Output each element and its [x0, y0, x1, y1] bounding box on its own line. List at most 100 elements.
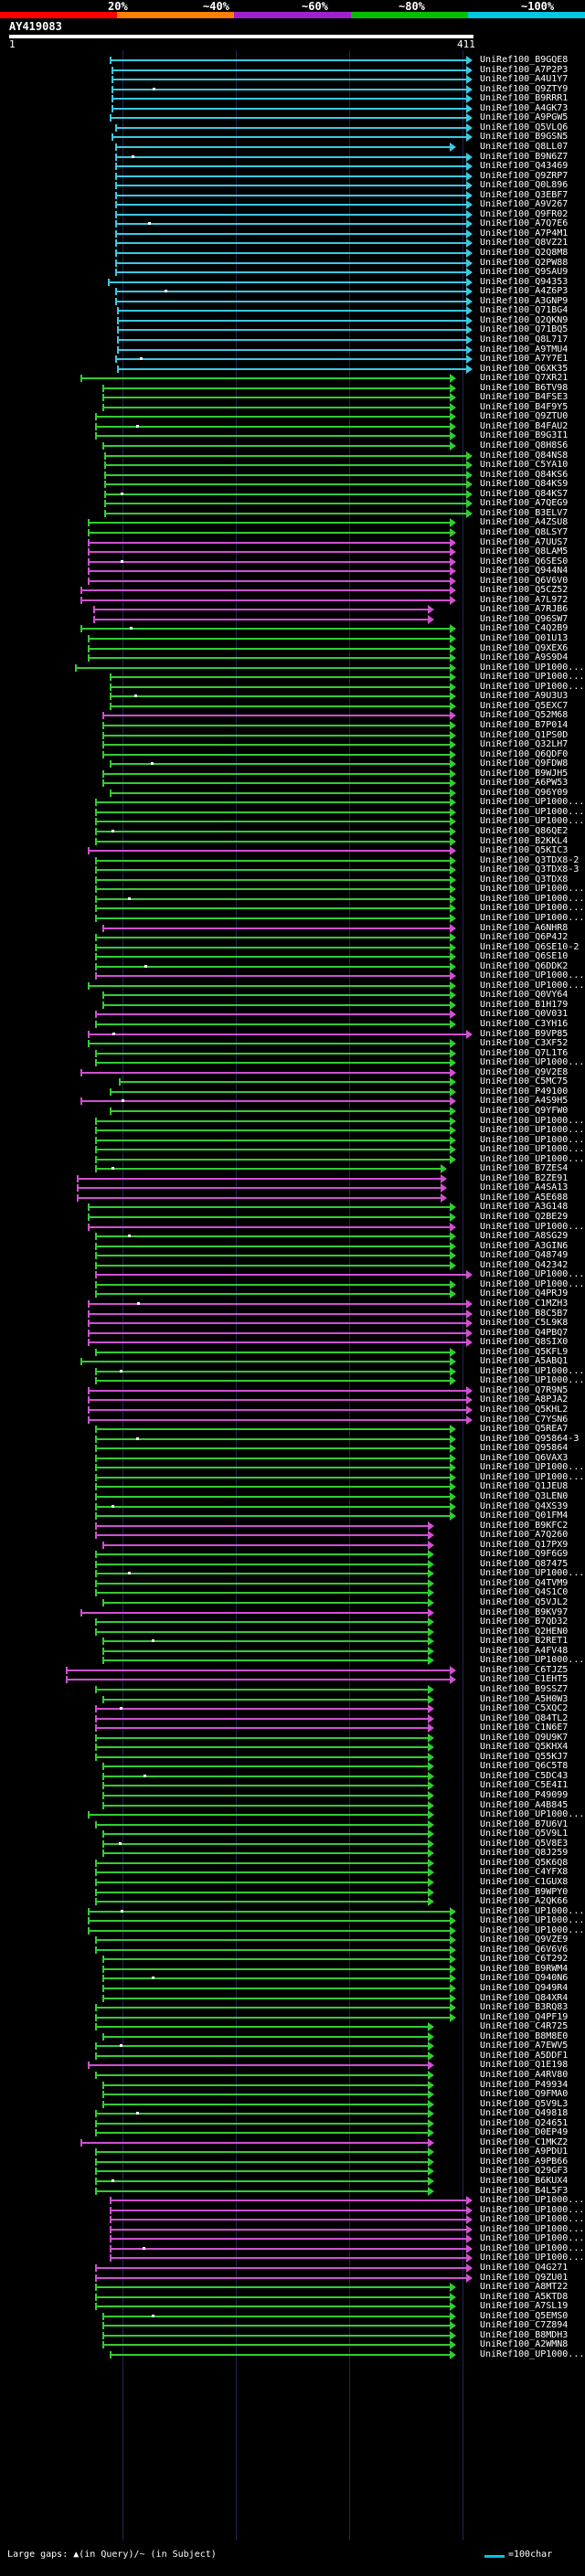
hit-label[interactable]: UniRef100_A4ZSU8 [480, 517, 569, 528]
hit-row[interactable]: UniRef100_C5DC43 [0, 1771, 585, 1782]
hit-label[interactable]: UniRef100_Q7R9N5 [480, 1384, 569, 1395]
hit-label[interactable]: UniRef100_Q2BE29 [480, 1212, 569, 1222]
hit-label[interactable]: UniRef100_C3YH16 [480, 1019, 569, 1029]
hit-label[interactable]: UniRef100_UP1000... [480, 884, 585, 895]
hit-row[interactable]: UniRef100_Q8LAM5 [0, 546, 585, 557]
hit-row[interactable]: UniRef100_Q6VAX3 [0, 1453, 585, 1464]
hit-label[interactable]: UniRef100_B8M8E0 [480, 2030, 569, 2041]
hit-label[interactable]: UniRef100_B7P014 [480, 719, 569, 730]
hit-label[interactable]: UniRef100_UP1000... [480, 681, 585, 692]
hit-row[interactable]: UniRef100_C1EHT5 [0, 1674, 585, 1685]
hit-row[interactable]: UniRef100_UP1000... [0, 672, 585, 683]
hit-label[interactable]: UniRef100_A5ABQ1 [480, 1356, 569, 1367]
hit-row[interactable]: UniRef100_Q9FMA0 [0, 2089, 585, 2100]
hit-row[interactable]: UniRef100_Q3TDX8-3 [0, 864, 585, 875]
hit-label[interactable]: UniRef100_C4Q2B9 [480, 623, 569, 634]
hit-label[interactable]: UniRef100_B4FSE3 [480, 392, 569, 403]
hit-row[interactable]: UniRef100_UP1000... [0, 884, 585, 895]
hit-row[interactable]: UniRef100_A4SA13 [0, 1182, 585, 1193]
hit-label[interactable]: UniRef100_Q9SAU9 [480, 267, 569, 278]
hit-label[interactable]: UniRef100_Q6V6V6 [480, 1944, 569, 1955]
hit-label[interactable]: UniRef100_Q86QE2 [480, 826, 569, 836]
hit-row[interactable]: UniRef100_Q2HEN0 [0, 1627, 585, 1638]
hit-label[interactable]: UniRef100_A3GIN6 [480, 1240, 569, 1251]
hit-label[interactable]: UniRef100_A7UUS7 [480, 536, 569, 547]
hit-label[interactable]: UniRef100_Q42342 [480, 1259, 569, 1270]
hit-label[interactable]: UniRef100_P49100 [480, 1086, 569, 1097]
hit-label[interactable]: UniRef100_Q4PRJ9 [480, 1288, 569, 1299]
hit-label[interactable]: UniRef100_A9TMU4 [480, 344, 569, 355]
hit-label[interactable]: UniRef100_Q01FM4 [480, 1511, 569, 1521]
hit-label[interactable]: UniRef100_C5E4I1 [480, 1780, 569, 1791]
hit-row[interactable]: UniRef100_UP1000... [0, 1462, 585, 1473]
hit-label[interactable]: UniRef100_Q9FR02 [480, 208, 569, 219]
hit-row[interactable]: UniRef100_A5H0W3 [0, 1694, 585, 1705]
hit-row[interactable]: UniRef100_A2QK66 [0, 1896, 585, 1907]
hit-label[interactable]: UniRef100_B6TV98 [480, 382, 569, 393]
hit-label[interactable]: UniRef100_UP1000... [480, 2195, 585, 2206]
hit-label[interactable]: UniRef100_P49934 [480, 2079, 569, 2090]
hit-label[interactable]: UniRef100_Q8SIX0 [480, 1337, 569, 1348]
hit-label[interactable]: UniRef100_Q49818 [480, 2108, 569, 2119]
hit-row[interactable]: UniRef100_Q1JEU8 [0, 1481, 585, 1492]
hit-row[interactable]: UniRef100_B6KUX4 [0, 2176, 585, 2187]
hit-row[interactable]: UniRef100_UP1000... [0, 1906, 585, 1917]
hit-label[interactable]: UniRef100_UP1000... [480, 662, 585, 673]
hit-row[interactable]: UniRef100_A7RJB6 [0, 604, 585, 615]
hit-row[interactable]: UniRef100_Q6V6V0 [0, 576, 585, 587]
hit-row[interactable]: UniRef100_Q8LL07 [0, 142, 585, 153]
hit-row[interactable]: UniRef100_Q0V031 [0, 1009, 585, 1020]
hit-label[interactable]: UniRef100_UP1000... [480, 2348, 585, 2359]
hit-label[interactable]: UniRef100_Q01U13 [480, 633, 569, 643]
hit-label[interactable]: UniRef100_A8SG29 [480, 1231, 569, 1242]
hit-row[interactable]: UniRef100_UP1000... [0, 1154, 585, 1165]
hit-row[interactable]: UniRef100_B4FSE3 [0, 392, 585, 403]
hit-row[interactable]: UniRef100_B4L5F3 [0, 2186, 585, 2197]
hit-row[interactable]: UniRef100_C6T292 [0, 1954, 585, 1965]
hit-label[interactable]: UniRef100_Q9FDW8 [480, 758, 569, 769]
hit-row[interactable]: UniRef100_UP1000... [0, 1809, 585, 1820]
hit-label[interactable]: UniRef100_C7YSN6 [480, 1414, 569, 1425]
hit-row[interactable]: UniRef100_Q2QKN9 [0, 315, 585, 326]
hit-row[interactable]: UniRef100_A4ZSU8 [0, 517, 585, 528]
hit-label[interactable]: UniRef100_B9GSN5 [480, 132, 569, 143]
hit-row[interactable]: UniRef100_B9RWM4 [0, 1964, 585, 1975]
hit-row[interactable]: UniRef100_UP1000... [0, 1144, 585, 1155]
hit-label[interactable]: UniRef100_Q48749 [480, 1250, 569, 1261]
hit-label[interactable]: UniRef100_C1N6E7 [480, 1723, 569, 1733]
hit-row[interactable]: UniRef100_B9GSN5 [0, 132, 585, 143]
hit-row[interactable]: UniRef100_Q0VY64 [0, 990, 585, 1001]
hit-label[interactable]: UniRef100_A5H0W3 [480, 1693, 569, 1704]
hit-row[interactable]: UniRef100_C7Z894 [0, 2320, 585, 2331]
hit-row[interactable]: UniRef100_B8C5B7 [0, 1309, 585, 1320]
hit-row[interactable]: UniRef100_B9WPY0 [0, 1887, 585, 1898]
hit-label[interactable]: UniRef100_A4Z6P3 [480, 286, 569, 297]
hit-row[interactable]: UniRef100_Q1PS0D [0, 730, 585, 741]
hit-label[interactable]: UniRef100_C3XF52 [480, 1038, 569, 1049]
hit-label[interactable]: UniRef100_Q9XEX6 [480, 642, 569, 653]
hit-row[interactable]: UniRef100_Q7XR21 [0, 373, 585, 384]
hit-row[interactable]: UniRef100_UP1000... [0, 2253, 585, 2263]
hit-row[interactable]: UniRef100_UP1000... [0, 1116, 585, 1127]
hit-label[interactable]: UniRef100_Q24651 [480, 2117, 569, 2128]
hit-label[interactable]: UniRef100_A6PW53 [480, 778, 569, 789]
hit-row[interactable]: UniRef100_Q49818 [0, 2108, 585, 2119]
hit-label[interactable]: UniRef100_Q5KHX4 [480, 1742, 569, 1753]
hit-row[interactable]: UniRef100_A7UUS7 [0, 537, 585, 548]
hit-row[interactable]: UniRef100_A3G148 [0, 1202, 585, 1213]
hit-label[interactable]: UniRef100_UP1000... [480, 1125, 585, 1136]
hit-row[interactable]: UniRef100_Q01U13 [0, 633, 585, 644]
hit-label[interactable]: UniRef100_C5MC75 [480, 1076, 569, 1087]
hit-label[interactable]: UniRef100_UP1000... [480, 980, 585, 991]
hit-label[interactable]: UniRef100_B3ELV7 [480, 507, 569, 518]
hit-label[interactable]: UniRef100_Q5EXC7 [480, 700, 569, 711]
hit-label[interactable]: UniRef100_Q3EBF7 [480, 189, 569, 200]
hit-label[interactable]: UniRef100_B7U6V1 [480, 1818, 569, 1829]
hit-row[interactable]: UniRef100_A6NHR8 [0, 923, 585, 934]
hit-label[interactable]: UniRef100_Q84XR4 [480, 1992, 569, 2003]
hit-row[interactable]: UniRef100_Q4PRJ9 [0, 1288, 585, 1299]
hit-label[interactable]: UniRef100_A7P4M1 [480, 228, 569, 239]
hit-label[interactable]: UniRef100_C1EHT5 [480, 1674, 569, 1685]
hit-label[interactable]: UniRef100_A4FV48 [480, 1645, 569, 1656]
hit-label[interactable]: UniRef100_UP1000... [480, 1924, 585, 1935]
